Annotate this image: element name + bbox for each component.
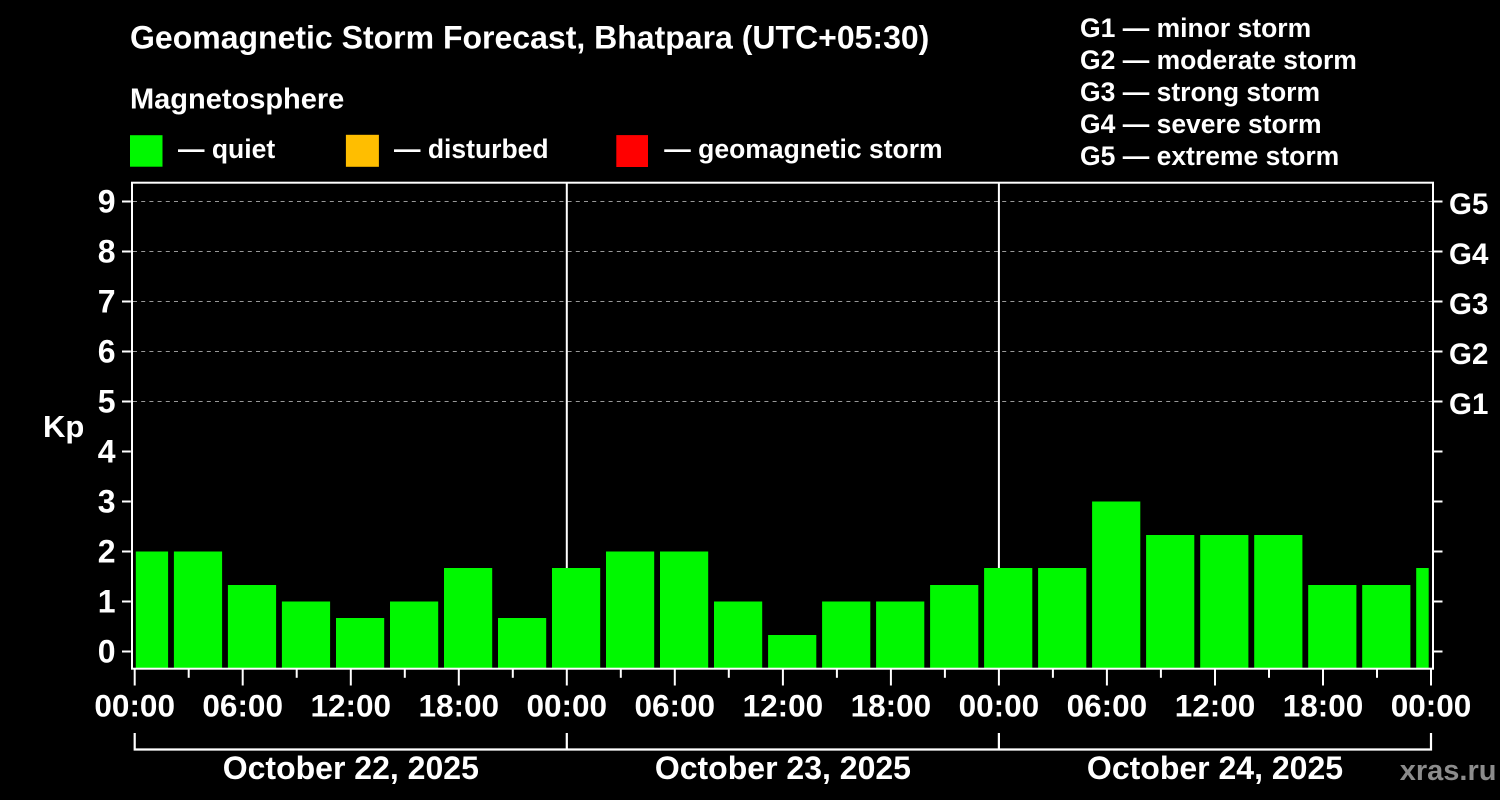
svg-text:G3 — strong storm: G3 — strong storm (1080, 77, 1320, 107)
svg-text:G3: G3 (1449, 288, 1488, 321)
svg-text:06:00: 06:00 (202, 687, 283, 723)
svg-text:06:00: 06:00 (1067, 687, 1148, 723)
svg-text:12:00: 12:00 (1175, 687, 1256, 723)
svg-text:G4 — severe storm: G4 — severe storm (1080, 109, 1322, 139)
svg-text:— disturbed: — disturbed (394, 134, 549, 164)
svg-text:G2 — moderate storm: G2 — moderate storm (1080, 45, 1357, 75)
svg-text:G5: G5 (1449, 188, 1488, 221)
svg-text:October 24, 2025: October 24, 2025 (1087, 750, 1343, 786)
svg-text:18:00: 18:00 (851, 687, 932, 723)
svg-text:3: 3 (98, 484, 116, 520)
svg-text:4: 4 (98, 434, 116, 470)
svg-text:18:00: 18:00 (1283, 687, 1364, 723)
svg-text:October 22, 2025: October 22, 2025 (223, 750, 479, 786)
svg-text:8: 8 (98, 234, 116, 270)
svg-text:— quiet: — quiet (178, 134, 275, 164)
svg-text:9: 9 (98, 184, 116, 220)
svg-text:6: 6 (98, 334, 116, 370)
svg-text:00:00: 00:00 (1391, 687, 1472, 723)
svg-text:Geomagnetic Storm Forecast, Bh: Geomagnetic Storm Forecast, Bhatpara (UT… (130, 20, 929, 56)
svg-text:00:00: 00:00 (94, 687, 175, 723)
svg-text:G1 — minor storm: G1 — minor storm (1080, 13, 1311, 43)
svg-text:7: 7 (98, 284, 116, 320)
svg-text:xras.ru: xras.ru (1400, 755, 1497, 787)
svg-text:18:00: 18:00 (419, 687, 500, 723)
svg-text:G1: G1 (1449, 388, 1488, 421)
svg-text:00:00: 00:00 (959, 687, 1040, 723)
svg-text:12:00: 12:00 (311, 687, 392, 723)
svg-text:Magnetosphere: Magnetosphere (130, 84, 344, 116)
svg-text:G2: G2 (1449, 338, 1488, 371)
svg-text:00:00: 00:00 (527, 687, 608, 723)
svg-text:G5 — extreme storm: G5 — extreme storm (1080, 141, 1339, 171)
svg-text:12:00: 12:00 (743, 687, 824, 723)
svg-text:October 23, 2025: October 23, 2025 (655, 750, 911, 786)
svg-text:0: 0 (98, 634, 116, 670)
svg-text:2: 2 (98, 534, 116, 570)
svg-text:— geomagnetic storm: — geomagnetic storm (664, 134, 942, 164)
svg-text:06:00: 06:00 (635, 687, 716, 723)
svg-text:1: 1 (98, 584, 116, 620)
svg-text:Kp: Kp (43, 409, 84, 444)
svg-text:5: 5 (98, 384, 116, 420)
svg-text:G4: G4 (1449, 238, 1489, 271)
